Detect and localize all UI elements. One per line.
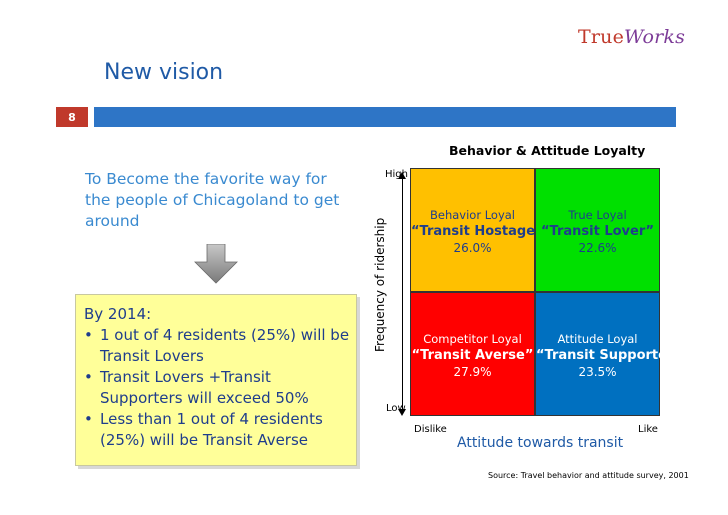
quadrant-value: 26.0% [453,241,492,255]
goal-item: 1 out of 4 residents (25%) will be Trans… [84,325,354,367]
logo-true: True [578,26,625,48]
quadrant-transit-lover: True Loyal “Transit Lover” 22.6% [535,168,660,292]
quadrant-label: Behavior Loyal [429,208,515,222]
quadrant-label: True Loyal [568,208,627,222]
quadrant-label: Competitor Loyal [423,332,522,346]
goal-item: Less than 1 out of 4 residents (25%) wil… [84,409,354,451]
goals-list: By 2014: 1 out of 4 residents (25%) will… [84,304,354,451]
quadrant-transit-hostage: Behavior Loyal “Transit Hostage” 26.0% [410,168,544,292]
quadrant-value: 22.6% [578,241,617,255]
trueworks-logo: TrueWorks [578,26,685,48]
x-axis-dislike-label: Dislike [414,424,447,435]
y-axis-arrow [398,172,406,416]
source-note: Source: Travel behavior and attitude sur… [488,471,689,480]
vision-statement: To Become the favorite way for the peopl… [85,170,340,230]
goals-heading: By 2014: [84,305,152,323]
x-axis-label: Attitude towards transit [457,435,624,451]
quadrant-name: “Transit Hostage” [411,224,544,239]
y-axis-label: Frequency of ridership [373,217,387,352]
chart-title: Behavior & Attitude Loyalty [449,143,646,158]
quadrant-name: “Transit Supporter” [536,348,683,363]
quadrant-value: 27.9% [453,365,492,379]
page-title: New vision [104,60,224,85]
quadrant-name: “Transit Lover” [540,224,655,239]
quadrant-transit-averse: Competitor Loyal “Transit Averse” 27.9% [410,292,535,416]
y-axis-high-label: High [385,169,408,180]
y-axis-low-label: Low [386,403,406,414]
goal-item: Transit Lovers +Transit Supporters will … [84,367,354,409]
slide-number: 8 [56,107,88,127]
quadrant-label: Attitude Loyal [557,332,638,346]
down-arrow-icon [194,244,238,284]
quadrant-name: “Transit Averse” [411,348,534,363]
header-bar [94,107,676,127]
logo-works: Works [624,26,686,48]
quadrant-value: 23.5% [578,365,617,379]
x-axis-like-label: Like [638,424,658,435]
quadrant-transit-supporter: Attitude Loyal “Transit Supporter” 23.5% [535,292,683,416]
